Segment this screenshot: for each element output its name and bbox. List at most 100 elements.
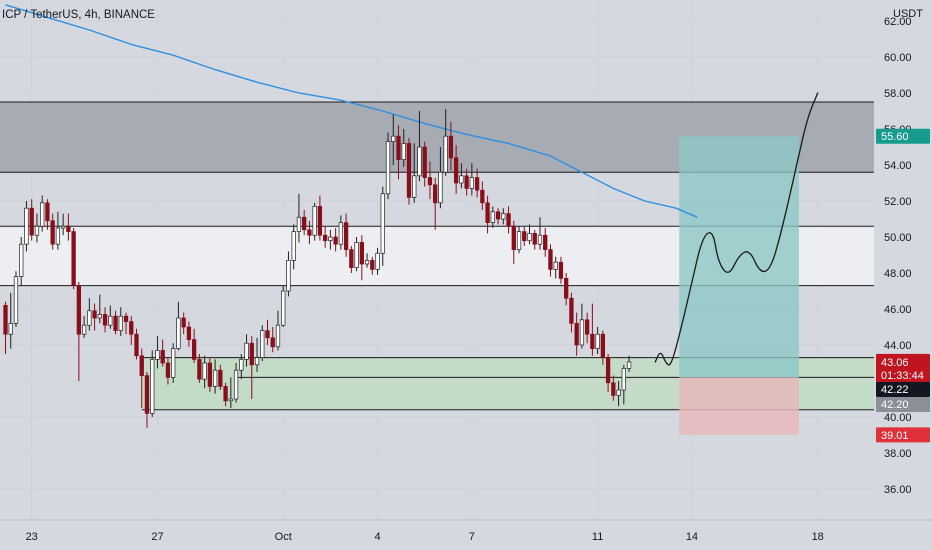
entry-price-tag-black-label: 42.22 [881,384,909,396]
candle-down [3,305,8,335]
candle-down [123,315,129,322]
candle-up [469,177,475,189]
candle-down [333,236,338,245]
candle-up [595,333,600,349]
candle-up [501,213,506,220]
candle-up [281,290,286,326]
x-tick-label: 27 [151,531,163,543]
candle-up [228,398,233,402]
candle-down [485,202,490,223]
candle-up [202,362,207,380]
candle-down [317,206,323,236]
candle-down [543,234,548,250]
candle-down [464,175,469,189]
candle-down [134,333,139,357]
x-tick-labels: 23 27 Oct 4 7 11 14 18 [26,531,824,543]
candle-down [506,213,511,227]
candle-up [19,243,24,277]
candle-up [87,310,92,326]
y-tick-label: 52.00 [884,196,912,208]
stop-zone [679,377,799,435]
projection-layer [654,92,819,366]
candle-up [328,236,333,241]
moving-average-layer [5,4,698,218]
y-tick-label: 60.00 [884,52,912,64]
y-tick-label: 38.00 [884,448,912,460]
candle-up [516,231,522,250]
candle-up [553,261,558,270]
candle-up [55,227,61,245]
candle-down [349,249,354,268]
candle-down [270,337,275,348]
candle-down [322,234,328,241]
candle-down [45,202,50,222]
target-price-tag-background [876,128,930,144]
y-tick-label: 58.00 [884,88,912,100]
candle-up [579,319,585,346]
candle-down [76,285,82,335]
candle-down [422,146,427,178]
candle-up [13,276,19,324]
candle-down [359,242,364,265]
y-tick-label: 48.00 [884,268,912,280]
candle-up [60,225,66,229]
candle-down [590,333,595,349]
zones-layer [0,101,875,435]
candle-down [92,310,97,319]
candle-up [364,260,370,265]
candle-down [522,231,527,241]
y-axis[interactable]: USDT 36.0038.0040.0042.0044.0046.0048.00… [874,0,932,520]
y-tick-label: 50.00 [884,232,912,244]
candle-up [537,234,543,245]
candle-down [71,231,76,286]
candle-up [296,216,302,232]
candle-up [155,350,160,360]
candle-up [171,348,176,378]
candle-up [438,171,443,204]
candle-down [113,315,118,331]
candle-down [29,207,34,236]
chart-title: ICP / TetherUS, 4h, BINANCE [2,9,155,21]
stop-price-tag-background [876,427,930,443]
x-axis[interactable]: 23 27 Oct 4 7 11 14 18 [0,519,932,550]
candle-down [600,333,606,358]
x-tick-label: Oct [275,531,292,543]
candle-down [265,330,270,339]
y-tick-label: 62.00 [884,16,912,28]
candle-down [139,355,144,376]
candle-up [354,242,359,268]
candle-down [406,143,412,198]
candle-up [212,369,218,387]
candle-up [490,211,495,223]
candle-up [380,193,385,254]
candle-down [433,184,438,204]
candle-up [401,143,406,160]
candle-up [24,207,29,245]
entry-price-tag-gray-label: 42.20 [881,399,909,411]
candle-up [417,146,422,177]
candle-up [286,260,291,292]
candle-down [186,326,192,340]
candle-down [343,222,349,250]
candle-up [244,342,249,360]
moving-average-line [5,4,698,218]
candle-down [548,249,553,270]
y-tick-label: 46.00 [884,304,912,316]
candle-down [144,375,150,414]
current-price-label: 43.06 [881,357,909,369]
candle-up [291,231,296,261]
candle-up [176,317,181,349]
candle-down [181,317,186,328]
candle-down [207,362,213,387]
candle-up [626,361,632,369]
candles-layer [3,109,632,428]
candle-down [605,357,611,384]
candle-down [611,382,616,396]
candle-down [453,157,459,184]
y-tick-label: 54.00 [884,160,912,172]
stop-price-tag-label: 39.01 [881,430,909,442]
candle-up [97,314,102,319]
candle-down [218,369,223,387]
y-tick-label: 44.00 [884,340,912,352]
